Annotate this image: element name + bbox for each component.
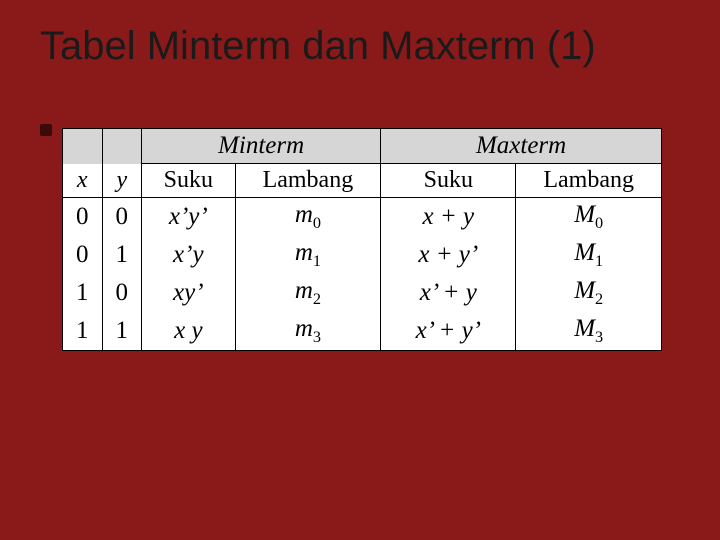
- bullet-icon: [40, 124, 52, 136]
- cell-max-lambang: M1: [516, 236, 662, 274]
- minterm-maxterm-table: Minterm Maxterm x y Suku Lambang Suku La…: [62, 128, 662, 351]
- table-header-row-1: Minterm Maxterm: [63, 129, 662, 164]
- header-blank-x: [63, 129, 103, 164]
- header-y: y: [102, 164, 142, 198]
- cell-min-suku: x’y: [142, 236, 236, 274]
- cell-x: 1: [63, 274, 103, 312]
- cell-x: 0: [63, 198, 103, 237]
- cell-max-lambang: M2: [516, 274, 662, 312]
- cell-min-suku: xy’: [142, 274, 236, 312]
- cell-y: 1: [102, 312, 142, 351]
- cell-min-lambang: m0: [235, 198, 381, 237]
- cell-min-lambang: m3: [235, 312, 381, 351]
- table-header-row-2: x y Suku Lambang Suku Lambang: [63, 164, 662, 198]
- header-maxterm: Maxterm: [381, 129, 662, 164]
- cell-max-lambang: M0: [516, 198, 662, 237]
- cell-min-suku: x y: [142, 312, 236, 351]
- header-blank-y: [102, 129, 142, 164]
- cell-y: 0: [102, 274, 142, 312]
- cell-min-lambang: m2: [235, 274, 381, 312]
- cell-x: 1: [63, 312, 103, 351]
- table: Minterm Maxterm x y Suku Lambang Suku La…: [62, 128, 662, 351]
- cell-max-suku: x + y’: [381, 236, 516, 274]
- cell-max-suku: x’ + y’: [381, 312, 516, 351]
- header-max-lambang: Lambang: [516, 164, 662, 198]
- table-row: 0 0 x’y’ m0 x + y M0: [63, 198, 662, 237]
- cell-y: 0: [102, 198, 142, 237]
- header-min-suku: Suku: [142, 164, 236, 198]
- header-x: x: [63, 164, 103, 198]
- table-row: 0 1 x’y m1 x + y’ M1: [63, 236, 662, 274]
- cell-min-lambang: m1: [235, 236, 381, 274]
- table-row: 1 1 x y m3 x’ + y’ M3: [63, 312, 662, 351]
- header-minterm: Minterm: [142, 129, 381, 164]
- cell-max-suku: x + y: [381, 198, 516, 237]
- cell-x: 0: [63, 236, 103, 274]
- cell-min-suku: x’y’: [142, 198, 236, 237]
- cell-max-lambang: M3: [516, 312, 662, 351]
- cell-y: 1: [102, 236, 142, 274]
- page-title: Tabel Minterm dan Maxterm (1): [0, 0, 720, 69]
- cell-max-suku: x’ + y: [381, 274, 516, 312]
- header-min-lambang: Lambang: [235, 164, 381, 198]
- header-max-suku: Suku: [381, 164, 516, 198]
- table-row: 1 0 xy’ m2 x’ + y M2: [63, 274, 662, 312]
